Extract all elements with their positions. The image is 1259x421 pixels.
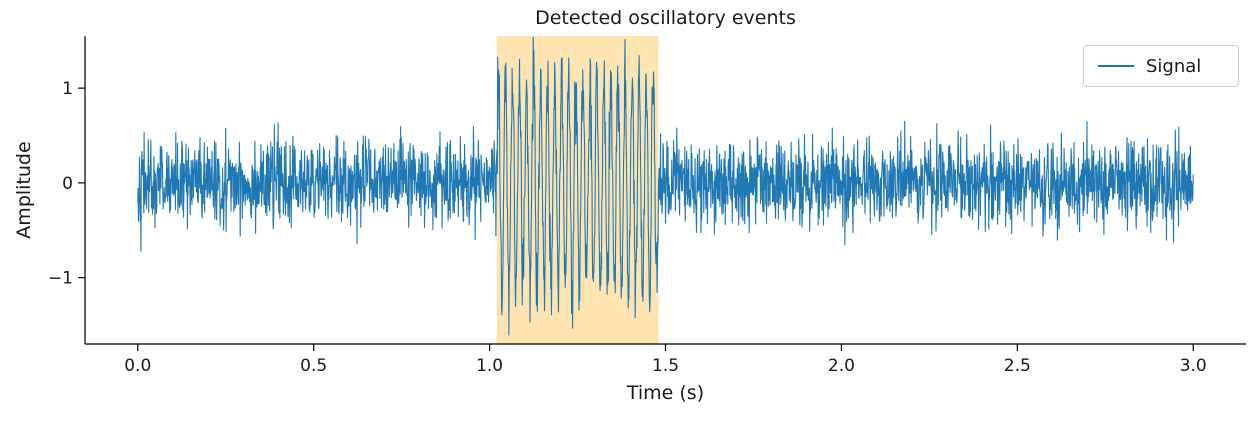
legend-line-sample: [1098, 65, 1134, 67]
x-tick-label: 1.0: [476, 356, 503, 376]
x-tick-label: 0.5: [300, 356, 327, 376]
legend-label: Signal: [1146, 55, 1202, 77]
x-tick-label: 2.0: [828, 356, 855, 376]
y-axis-label: Amplitude: [13, 141, 35, 239]
x-tick-label: 2.5: [1004, 356, 1031, 376]
x-tick-label: 0.0: [124, 356, 151, 376]
y-tick-label: −1: [48, 269, 73, 289]
chart-title: Detected oscillatory events: [535, 7, 796, 29]
legend: Signal: [1083, 45, 1239, 87]
y-tick-label: 0: [62, 174, 73, 194]
x-tick-label: 1.5: [652, 356, 679, 376]
y-tick-label: 1: [62, 79, 73, 99]
x-axis-label: Time (s): [626, 382, 705, 404]
x-tick-label: 3.0: [1180, 356, 1207, 376]
signal-line: [137, 36, 1194, 336]
